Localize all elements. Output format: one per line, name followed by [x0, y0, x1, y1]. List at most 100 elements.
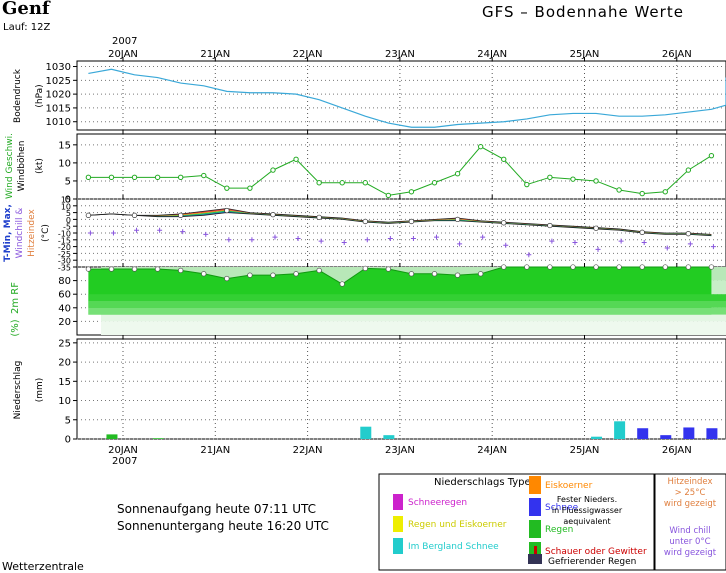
- legend-swatch-freezing: [528, 554, 542, 564]
- wind-point: [431, 180, 438, 186]
- precip-bar: [614, 421, 626, 439]
- wind-point: [547, 174, 553, 181]
- temp-point: [408, 218, 415, 225]
- ytick-label: 20: [58, 317, 71, 328]
- temp-point: [547, 222, 553, 229]
- ytick-label: 0: [66, 216, 71, 225]
- ytick-label: 20: [58, 358, 71, 369]
- wind-unit: (kt): [35, 158, 45, 174]
- wind-point: [662, 189, 668, 195]
- temp-point: [685, 231, 691, 237]
- ytick-label: 10: [58, 396, 71, 407]
- windchill-mark: [595, 246, 601, 252]
- date-label-top: 24JAN: [477, 49, 507, 60]
- windchill-mark: [157, 227, 163, 233]
- wind-point: [501, 156, 507, 162]
- precip-unit: (mm): [35, 378, 45, 403]
- ytick-label: 10: [61, 202, 71, 211]
- date-label-bottom: 22JAN: [293, 445, 323, 456]
- windchill-mark: [457, 241, 463, 247]
- info-box: Hitzeindex > 25°C wird gezeigt Wind chil…: [654, 473, 726, 571]
- ytick-label: 25: [58, 338, 71, 349]
- wind-point: [339, 180, 345, 186]
- windchill-mark: [87, 230, 93, 236]
- humidity-point: [201, 271, 207, 277]
- humidity-point: [524, 264, 530, 270]
- legend-label: Schnee: [545, 503, 579, 513]
- pressure-line: [88, 68, 726, 128]
- humidity-point: [501, 264, 507, 270]
- date-label-bottom: 23JAN: [385, 445, 415, 456]
- date-label-top: 25JAN: [570, 49, 600, 60]
- wind-point: [131, 174, 138, 181]
- precip-bar: [360, 426, 372, 439]
- temp-ylabel-hitze: Hitzeindex: [27, 208, 37, 256]
- date-label-top: 26JAN: [662, 49, 692, 60]
- run-label: Lauf: 12Z: [3, 22, 51, 33]
- temp-point: [362, 218, 368, 225]
- humidity-point: [454, 272, 461, 278]
- temp-point: [639, 229, 645, 235]
- ytick-label: -20: [58, 243, 71, 252]
- ytick-label: 1025: [46, 76, 71, 87]
- ytick-label: 5: [66, 209, 71, 218]
- date-label-top: 21JAN: [200, 49, 230, 60]
- wind-point: [685, 167, 692, 173]
- humidity-shade: [88, 301, 726, 308]
- windchill-mark: [549, 238, 555, 244]
- precipitation-panel: [76, 338, 726, 440]
- hitze-line-1: Hitzeindex: [667, 477, 712, 487]
- windchill-mark: [410, 235, 416, 241]
- legend-label: Regen: [545, 525, 573, 535]
- humidity-point: [593, 264, 599, 270]
- ytick-label: -25: [58, 250, 71, 259]
- windchill-mark: [710, 244, 716, 250]
- date-label-top: 23JAN: [385, 49, 415, 60]
- tmax-line: [88, 208, 712, 235]
- humidity-point: [316, 267, 322, 274]
- precip-bar: [152, 438, 164, 439]
- wind-line-3: wird gezeigt: [664, 548, 717, 558]
- wind-point: [224, 185, 230, 191]
- humidity-point: [362, 265, 368, 272]
- ytick-label: 0: [65, 195, 71, 206]
- ytick-label: 40: [58, 303, 71, 314]
- humidity-shade: [88, 307, 726, 315]
- wind-ylabel-2: Windböhen: [17, 141, 27, 192]
- wind-point: [385, 192, 392, 199]
- humidity-point: [639, 264, 645, 270]
- temp-ylabel-windchill: Windchill &: [15, 208, 25, 259]
- humidity-point: [270, 272, 276, 278]
- temp-ylabel-tmin: T-Min, Max,: [3, 204, 13, 262]
- wind-point: [524, 181, 530, 188]
- ytick-label: -10: [58, 230, 71, 239]
- precip-bar: [706, 428, 718, 439]
- humidity-point: [108, 266, 115, 272]
- humidity-unit: (%): [10, 319, 21, 336]
- legend-swatch: [393, 494, 403, 510]
- wind-point: [247, 185, 253, 191]
- year-label-bottom: 2007: [112, 456, 137, 467]
- precip-legend: Niederschlags Typen Schneeregen Regen und…: [378, 473, 655, 571]
- windchill-mark: [249, 237, 255, 243]
- wind-line: [88, 146, 712, 196]
- legend-label: Schauer oder Gewitter: [545, 547, 647, 557]
- temp-band-mid: [88, 209, 712, 236]
- precip-bar: [106, 434, 118, 439]
- date-label-bottom: 21JAN: [200, 445, 230, 456]
- temp-point: [270, 211, 276, 218]
- humidity-ylabel: 2m RF: [10, 282, 21, 314]
- ytick-label: 0: [65, 435, 71, 446]
- wind-point: [570, 176, 576, 182]
- city-title: Genf: [2, 0, 50, 19]
- legend-fester-1: Fester Nieders.: [557, 495, 617, 504]
- precip-bar: [637, 428, 649, 439]
- humidity-point: [385, 266, 392, 272]
- wind-panel: [76, 133, 726, 200]
- tmin-line: [88, 212, 712, 237]
- windchill-mark: [572, 240, 578, 246]
- humidity-point: [616, 264, 622, 270]
- precip-bar: [660, 435, 672, 439]
- legend-swatch: [529, 476, 541, 494]
